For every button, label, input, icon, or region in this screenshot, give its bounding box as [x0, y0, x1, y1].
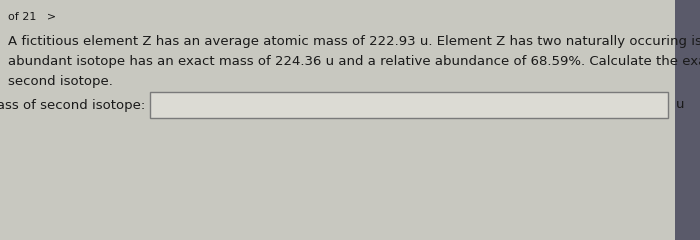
Text: second isotope.: second isotope. — [8, 75, 113, 88]
Text: mass of second isotope:: mass of second isotope: — [0, 98, 145, 112]
Text: of 21   >: of 21 > — [8, 12, 56, 22]
Text: abundant isotope has an exact mass of 224.36 u and a relative abundance of 68.59: abundant isotope has an exact mass of 22… — [8, 55, 700, 68]
FancyBboxPatch shape — [150, 92, 668, 118]
Text: A fictitious element Z has an average atomic mass of 222.93 u. Element Z has two: A fictitious element Z has an average at… — [8, 35, 700, 48]
Text: u: u — [676, 98, 685, 112]
FancyBboxPatch shape — [675, 0, 700, 240]
